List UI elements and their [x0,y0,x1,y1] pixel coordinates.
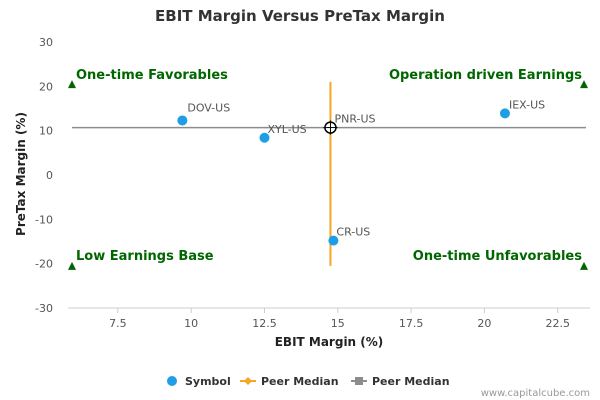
y-tick-label: 10 [39,125,53,138]
x-tick-label: 20 [477,317,491,330]
point-dov-us [177,115,188,126]
point-label-cr-us: CR-US [336,226,370,239]
y-tick-label: 0 [46,169,53,182]
x-tick-label: 17.5 [399,317,424,330]
point-label-iex-us: IEX-US [509,98,545,111]
quadrant-marker-top-right [580,80,588,89]
quadrant-label-bottom-left: Low Earnings Base [76,249,214,264]
chart-title: EBIT Margin Versus PreTax Margin [155,7,445,25]
y-axis-title: PreTax Margin (%) [14,112,28,236]
legend: Symbol Peer Median Peer Median [167,375,450,388]
x-axis-title: EBIT Margin (%) [275,335,384,349]
quadrant-marker-bottom-left [68,261,76,270]
point-iex-us [499,108,510,119]
y-tick-label: -20 [35,258,53,271]
point-cr-us [328,235,339,246]
plot-area: 7.5 10 12.5 15 17.5 20 22.5 30 20 10 0 -10 -20 -30 One… [35,36,590,330]
legend-square-icon [355,377,363,385]
legend-label: Symbol [185,375,231,388]
quadrant-label-bottom-right: One-time Unfavorables [413,249,582,264]
x-tick-label: 12.5 [252,317,277,330]
legend-label: Peer Median [261,375,339,388]
y-tick-label: -10 [35,213,53,226]
quadrant-label-top-right: Operation driven Earnings [389,68,582,83]
x-tick-label: 22.5 [545,317,570,330]
y-tick-label: 20 [39,80,53,93]
quadrant-marker-top-left [68,80,76,89]
legend-symbol-icon [167,376,177,386]
point-label-pnr-us: PNR-US [334,113,375,126]
point-label-dov-us: DOV-US [187,101,230,114]
quadrant-label-top-left: One-time Favorables [76,68,228,83]
x-tick-label: 7.5 [109,317,127,330]
quadrant-marker-bottom-right [580,261,588,270]
point-label-xyl-us: XYL-US [267,123,306,136]
y-tick-label: -30 [35,302,53,315]
x-tick-label: 15 [331,317,345,330]
legend-diamond-icon [244,377,252,385]
legend-label: Peer Median [372,375,450,388]
point-xyl-us [259,132,270,143]
x-tick-label: 10 [184,317,198,330]
y-tick-label: 30 [39,36,53,49]
credit-text: www.capitalcube.com [481,388,590,399]
